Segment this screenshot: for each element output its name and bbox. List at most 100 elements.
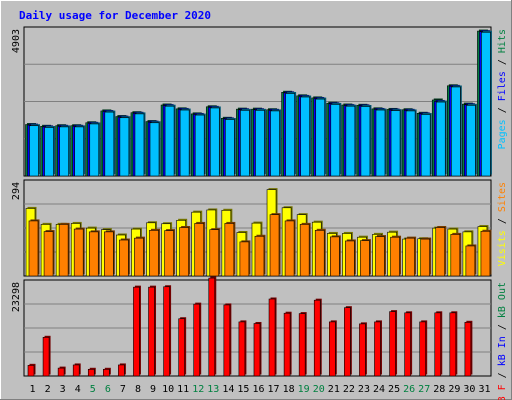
axis-label-part-1: Pages <box>497 119 508 149</box>
bar-sites-26 <box>405 237 415 277</box>
x-tick-label-19: 19 <box>298 384 310 395</box>
bar-pages-10 <box>164 105 175 177</box>
bar-sites-31 <box>480 230 491 277</box>
axis-label-part-4: / <box>497 53 508 71</box>
bar-pages-4 <box>74 126 84 177</box>
x-tick-label-5: 5 <box>90 384 96 395</box>
bar-sites-9 <box>149 230 159 277</box>
bar-kb-f-18 <box>283 312 291 377</box>
x-tick-label-21: 21 <box>328 384 340 395</box>
x-tick-label-31: 31 <box>478 384 490 395</box>
chart-title: Daily usage for December 2020 <box>19 9 211 22</box>
bar-pages-1 <box>29 125 39 177</box>
x-tick-label-7: 7 <box>120 384 126 395</box>
bar-pages-12 <box>194 114 205 177</box>
bar-kb-f-10 <box>163 286 170 377</box>
bar-sites-1 <box>28 220 39 277</box>
bar-kb-f-6 <box>103 368 110 377</box>
bar-sites-21 <box>329 236 340 277</box>
bar-pages-31 <box>481 31 491 177</box>
bar-kb-f-9 <box>148 286 155 377</box>
bar-sites-5 <box>88 231 99 277</box>
axis-label-part-3: Sites <box>497 182 508 212</box>
bar-sites-24 <box>375 236 385 277</box>
bar-pages-11 <box>179 109 190 177</box>
bar-kb-f-8 <box>133 286 140 377</box>
axis-label-part-3: Files <box>497 71 508 101</box>
bar-sites-25 <box>390 236 400 277</box>
axis-series-label: kB F / kB In / kB Out <box>497 282 508 400</box>
bar-kb-f-4 <box>72 364 80 377</box>
bar-kb-f-29 <box>449 312 457 377</box>
bar-pages-25 <box>390 110 401 177</box>
bar-pages-14 <box>225 119 235 177</box>
x-tick-label-18: 18 <box>283 384 295 395</box>
bar-pages-28 <box>435 101 446 177</box>
bar-kb-f-14 <box>223 304 231 377</box>
x-tick-label-24: 24 <box>373 384 385 395</box>
bar-pages-2 <box>44 127 54 177</box>
x-tick-label-29: 29 <box>448 384 460 395</box>
bar-pages-23 <box>360 106 371 177</box>
bar-sites-20 <box>314 230 325 277</box>
axis-max-label: 4903 <box>11 29 22 53</box>
bar-kb-f-11 <box>178 318 185 377</box>
bar-pages-9 <box>149 122 160 177</box>
bar-sites-16 <box>254 235 265 277</box>
axis-label-part-4: / <box>497 318 508 336</box>
x-tick-label-1: 1 <box>30 384 36 395</box>
x-tick-label-6: 6 <box>105 384 111 395</box>
axis-label-part-1: Visits <box>497 230 508 266</box>
bar-pages-17 <box>270 110 280 177</box>
bar-pages-24 <box>375 109 386 177</box>
axis-label-part-1: kB F <box>497 384 508 400</box>
bar-pages-6 <box>104 111 115 177</box>
bar-pages-20 <box>315 98 326 177</box>
bar-pages-27 <box>420 114 431 177</box>
bar-sites-17 <box>269 214 280 277</box>
bar-kb-f-2 <box>42 337 50 377</box>
x-tick-label-10: 10 <box>162 384 174 395</box>
panel-pages-files-hits: 4903 Pages / Files / Hits <box>11 26 508 177</box>
bar-sites-12 <box>194 223 205 277</box>
bar-kb-f-26 <box>404 312 411 377</box>
bar-pages-16 <box>255 110 265 177</box>
bar-pages-18 <box>285 93 295 177</box>
bar-sites-27 <box>420 238 430 277</box>
x-axis-labels: 1 2 3 4 5 6 7 8 9 10 11 12 13 14 15 16 17 18 19 20 21 22 23 24 2… <box>30 384 491 395</box>
axis-label-part-5: kB Out <box>497 282 508 318</box>
bar-sites-7 <box>119 239 129 277</box>
x-tick-label-30: 30 <box>463 384 475 395</box>
bar-kb-f-19 <box>298 313 306 377</box>
bar-sites-4 <box>73 228 84 277</box>
x-tick-label-12: 12 <box>192 384 204 395</box>
axis-label-part-3: kB In <box>497 336 508 366</box>
bar-kb-f-23 <box>359 323 366 377</box>
bar-kb-f-7 <box>118 364 125 377</box>
x-tick-label-13: 13 <box>207 384 219 395</box>
axis-label-part-2: / <box>497 212 508 230</box>
x-tick-label-9: 9 <box>150 384 156 395</box>
bar-sites-22 <box>345 240 355 277</box>
x-tick-label-15: 15 <box>237 384 249 395</box>
bar-kb-f-16 <box>253 323 261 377</box>
x-tick-label-17: 17 <box>268 384 280 395</box>
bar-pages-26 <box>405 110 416 177</box>
x-tick-label-8: 8 <box>135 384 141 395</box>
x-tick-label-3: 3 <box>60 384 66 395</box>
x-tick-label-26: 26 <box>403 384 415 395</box>
bar-kb-f-17 <box>268 298 276 377</box>
bar-sites-8 <box>134 237 144 277</box>
x-tick-label-22: 22 <box>343 384 355 395</box>
bar-kb-f-5 <box>87 368 95 377</box>
bar-kb-f-15 <box>238 321 246 377</box>
bar-kb-f-12 <box>193 303 201 377</box>
bar-kb-f-1 <box>27 365 35 377</box>
bar-sites-10 <box>164 230 174 277</box>
x-tick-label-23: 23 <box>358 384 370 395</box>
x-tick-label-2: 2 <box>45 384 51 395</box>
bar-pages-5 <box>89 123 100 177</box>
panel-visits-sites: 294 Visits / Sites <box>11 179 508 277</box>
